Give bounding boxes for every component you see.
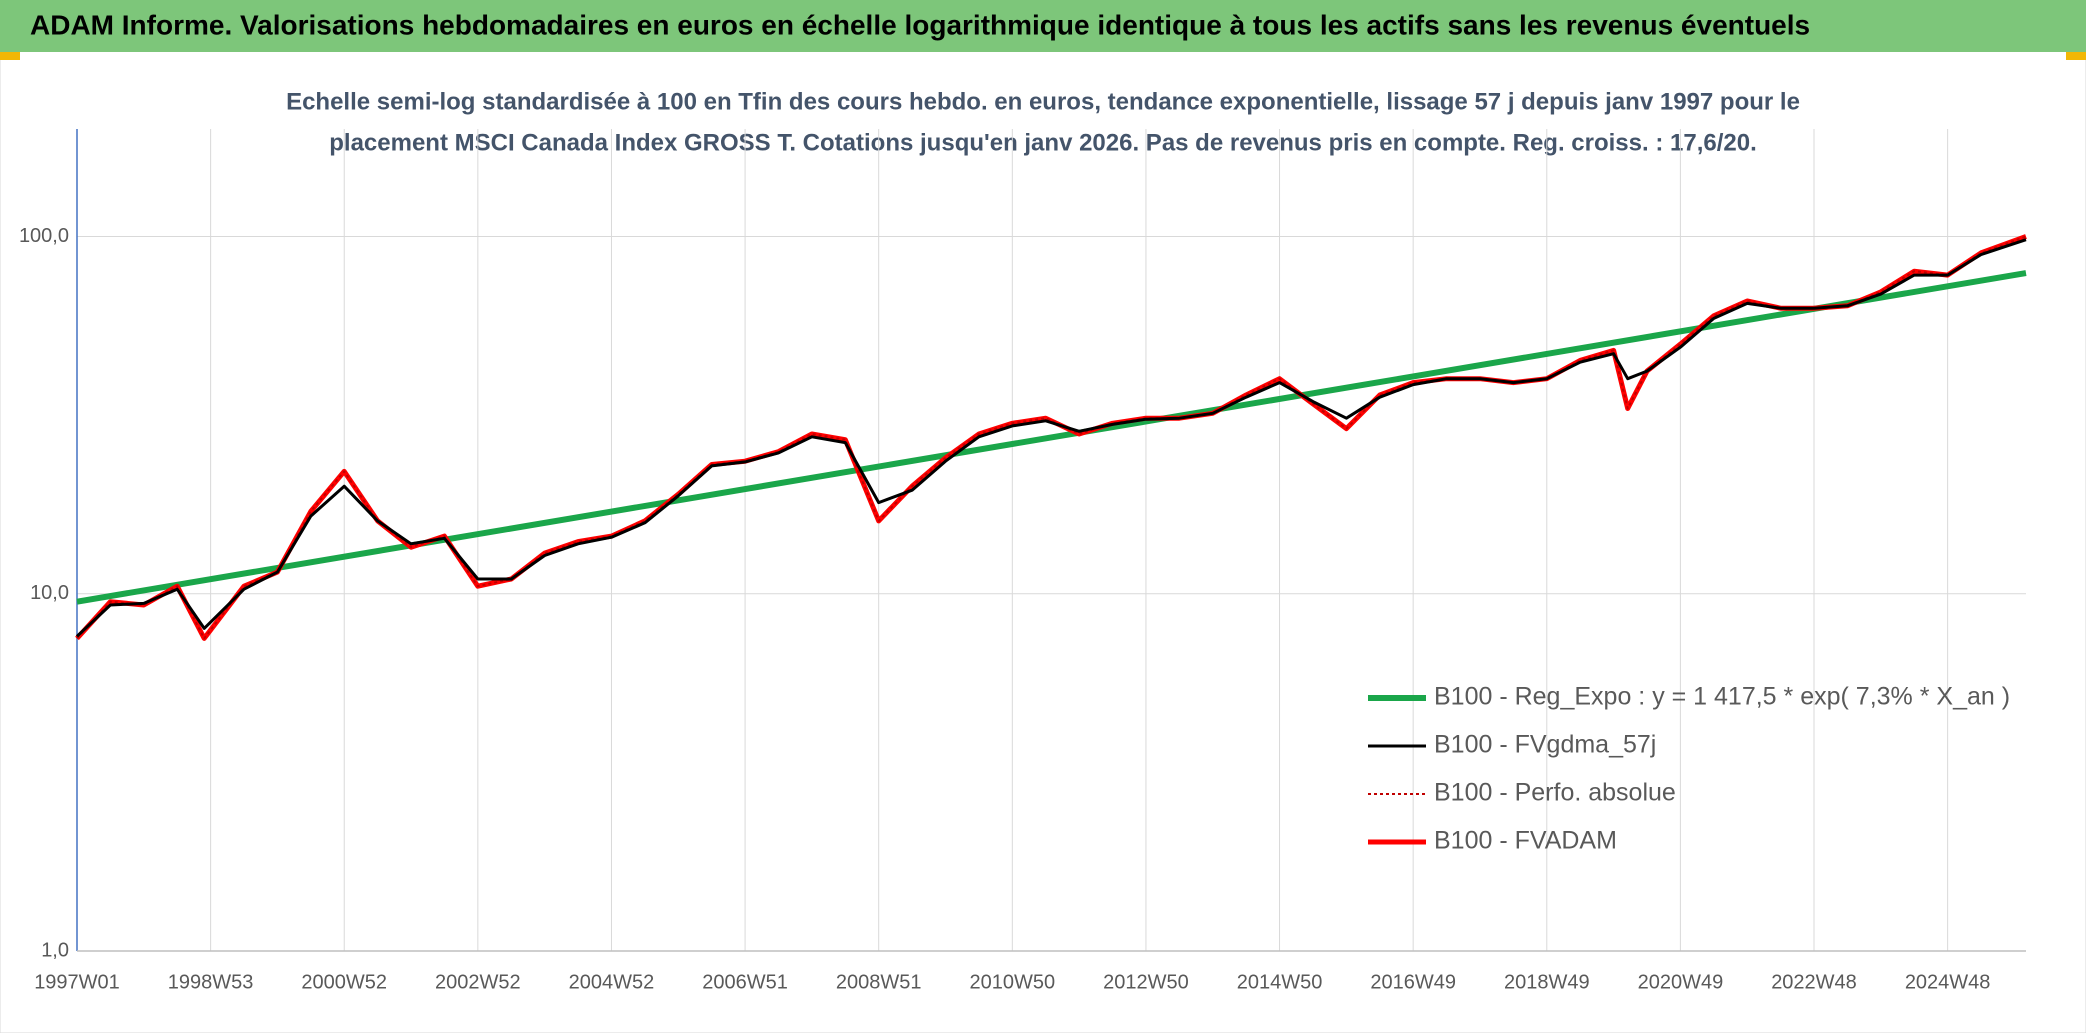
y-tick-label: 10,0 <box>30 582 69 604</box>
x-tick-label: 2018W49 <box>1504 971 1590 993</box>
legend-label: B100 - FVADAM <box>1434 827 1617 855</box>
series-line <box>75 238 2027 638</box>
x-tick-label: 2008W51 <box>836 971 922 993</box>
x-tick-label: 2020W49 <box>1638 971 1724 993</box>
legend-label: B100 - Perfo. absolue <box>1434 779 1676 807</box>
x-tick-label: 2010W50 <box>970 971 1056 993</box>
x-tick-label: 2000W52 <box>301 971 387 993</box>
x-tick-label: 2024W48 <box>1905 971 1991 993</box>
corner <box>0 52 20 60</box>
y-tick-label: 1,0 <box>41 939 69 961</box>
x-tick-label: 1998W53 <box>168 971 254 993</box>
x-tick-label: 2006W51 <box>702 971 788 993</box>
subtitle: placement MSCI Canada Index GROSS T. Cot… <box>329 129 1757 156</box>
legend-label: B100 - Reg_Expo : y = 1 417,5 * exp( 7,3… <box>1434 683 2010 711</box>
x-tick-label: 2002W52 <box>435 971 521 993</box>
x-tick-label: 2016W49 <box>1370 971 1456 993</box>
x-tick-label: 2004W52 <box>569 971 655 993</box>
subtitle: Echelle semi-log standardisée à 100 en T… <box>286 88 1800 115</box>
legend-label: B100 - FVgdma_57j <box>1434 731 1656 759</box>
title-bar <box>0 0 2086 52</box>
chart-title: ADAM Informe. Valorisations hebdomadaire… <box>30 9 1810 40</box>
x-tick-label: 1997W01 <box>34 971 120 993</box>
x-tick-label: 2014W50 <box>1237 971 1323 993</box>
y-tick-label: 100,0 <box>19 225 69 247</box>
series-line <box>76 235 2027 640</box>
x-tick-label: 2022W48 <box>1771 971 1857 993</box>
corner <box>2066 52 2086 60</box>
x-tick-label: 2012W50 <box>1103 971 1189 993</box>
